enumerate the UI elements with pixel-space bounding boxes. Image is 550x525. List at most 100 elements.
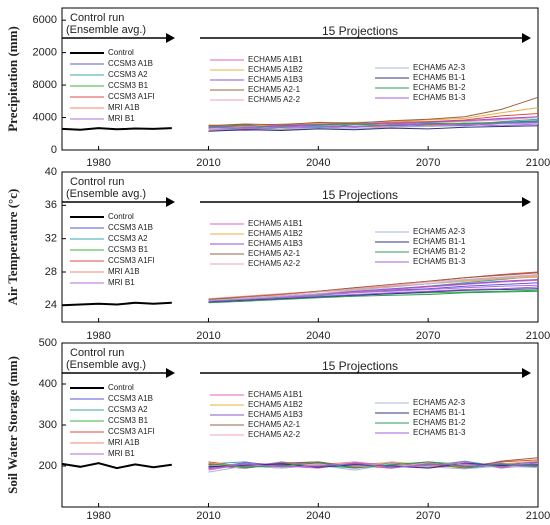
x-tick-label: 2070 <box>416 510 440 522</box>
control-title: Control run <box>70 347 124 359</box>
y-tick-label: 8000 <box>33 79 57 91</box>
legend-label: ECHAM5 B1-2 <box>413 247 466 256</box>
legend-label: ECHAM5 B1-1 <box>413 408 466 417</box>
legend-label: ECHAM5 A1B3 <box>248 410 303 419</box>
projection-line <box>208 96 539 127</box>
legend-label: MRI A1B <box>108 103 140 112</box>
legend-label: ECHAM5 A2-1 <box>248 420 301 429</box>
x-tick-label: 2100 <box>526 330 550 342</box>
legend-label: ECHAM5 A1B1 <box>248 219 303 228</box>
control-subtitle: (Ensemble avg.) <box>66 24 146 36</box>
legend-label: MRI A1B <box>108 438 140 447</box>
legend-label: CCSM3 A1FI <box>108 256 155 265</box>
projection-title: 15 Projections <box>322 359 398 373</box>
projection-line <box>208 288 539 303</box>
projection-line <box>208 121 539 129</box>
y-tick-label: 28 <box>45 266 57 278</box>
legend-label: CCSM3 A1B <box>108 223 153 232</box>
arrow-head <box>166 368 175 378</box>
control-subtitle: (Ensemble avg.) <box>66 359 146 371</box>
y-axis-label: Soil Water Storage (mm) <box>5 356 20 494</box>
y-tick-label: 36 <box>45 199 57 211</box>
legend-label: ECHAM5 B1-1 <box>413 73 466 82</box>
legend-label: ECHAM5 A2-1 <box>248 249 301 258</box>
plot-frame <box>61 171 539 323</box>
legend-label: MRI A1B <box>108 267 140 276</box>
control-subtitle: (Ensemble avg.) <box>66 188 146 200</box>
x-tick-label: 2040 <box>306 330 330 342</box>
projection-line <box>208 125 539 132</box>
x-tick-label: 2070 <box>416 330 440 342</box>
x-tick-label: 2100 <box>526 510 550 522</box>
legend-label: ECHAM5 A1B2 <box>248 400 303 409</box>
legend-label: ECHAM5 A1B3 <box>248 75 303 84</box>
legend-label: CCSM3 A1FI <box>108 427 155 436</box>
legend-label: ECHAM5 B1-3 <box>413 93 466 102</box>
projection-line <box>208 121 539 128</box>
control-line <box>61 127 172 131</box>
legend-label: MRI B1 <box>108 449 135 458</box>
y-axis-label: Air Temperature (°c) <box>5 189 20 306</box>
y-tick-label: 4000 <box>33 111 57 123</box>
legend-label: ECHAM5 A2-3 <box>413 63 466 72</box>
legend-label: CCSM3 A2 <box>108 234 148 243</box>
arrow-head <box>166 33 175 43</box>
arrow-head <box>522 368 531 378</box>
x-tick-label: 1980 <box>86 510 110 522</box>
legend-label: CCSM3 B1 <box>108 245 149 254</box>
y-axis-label: Precipitation (mm) <box>5 26 20 132</box>
arrow-head <box>522 33 531 43</box>
x-tick-label: 2040 <box>306 510 330 522</box>
control-title: Control run <box>70 176 124 188</box>
x-tick-label: 1980 <box>86 157 110 169</box>
projection-line <box>208 272 539 300</box>
legend-label: ECHAM5 A2-2 <box>248 430 301 439</box>
y-tick-label: 32 <box>45 233 57 245</box>
y-tick-label: 2000 <box>33 47 57 59</box>
legend-label: CCSM3 B1 <box>108 416 149 425</box>
legend-label: ECHAM5 A2-2 <box>248 95 301 104</box>
arrow-head <box>522 197 531 207</box>
projection-line <box>208 463 539 473</box>
legend-label: ECHAM5 A1B1 <box>248 390 303 399</box>
legend-label: CCSM3 A2 <box>108 70 148 79</box>
projection-title: 15 Projections <box>322 188 398 202</box>
legend-label: CCSM3 A1B <box>108 394 153 403</box>
legend-label: CCSM3 B1 <box>108 81 149 90</box>
legend-label: CCSM3 A2 <box>108 405 148 414</box>
projection-line <box>208 274 539 302</box>
legend-label: MRI B1 <box>108 278 135 287</box>
projection-line <box>208 286 539 302</box>
legend-label: ECHAM5 B1-2 <box>413 418 466 427</box>
legend-label: ECHAM5 A1B2 <box>248 229 303 238</box>
control-title: Control run <box>70 12 124 24</box>
legend-label: ECHAM5 B1-3 <box>413 428 466 437</box>
projection-title: 15 Projections <box>322 24 398 38</box>
legend-label: ECHAM5 A1B3 <box>248 239 303 248</box>
y-tick-label: 300 <box>39 419 57 431</box>
x-tick-label: 2010 <box>196 330 220 342</box>
arrow-head <box>166 197 175 207</box>
y-tick-label: 500 <box>39 337 57 349</box>
y-tick-label: 400 <box>39 378 57 390</box>
control-line <box>61 301 172 307</box>
legend-label: ECHAM5 A2-3 <box>413 398 466 407</box>
legend-label: CCSM3 A1B <box>108 59 153 68</box>
legend-label: ECHAM5 B1-1 <box>413 237 466 246</box>
projection-line <box>208 290 539 304</box>
x-tick-label: 2010 <box>196 510 220 522</box>
plot-frame <box>61 7 539 151</box>
legend-label: ECHAM5 A2-2 <box>248 259 301 268</box>
y-tick-label: 6000 <box>33 14 57 26</box>
x-tick-label: 2040 <box>306 157 330 169</box>
x-tick-label: 2100 <box>526 157 550 169</box>
projection-line <box>208 462 539 470</box>
y-tick-label: 40 <box>45 166 57 178</box>
legend-label: Control <box>108 383 134 392</box>
legend-label: ECHAM5 B1-3 <box>413 257 466 266</box>
legend-label: Control <box>108 212 134 221</box>
legend-label: ECHAM5 A2-1 <box>248 85 301 94</box>
legend-label: ECHAM5 A2-3 <box>413 227 466 236</box>
y-tick-label: 0 <box>51 144 57 156</box>
